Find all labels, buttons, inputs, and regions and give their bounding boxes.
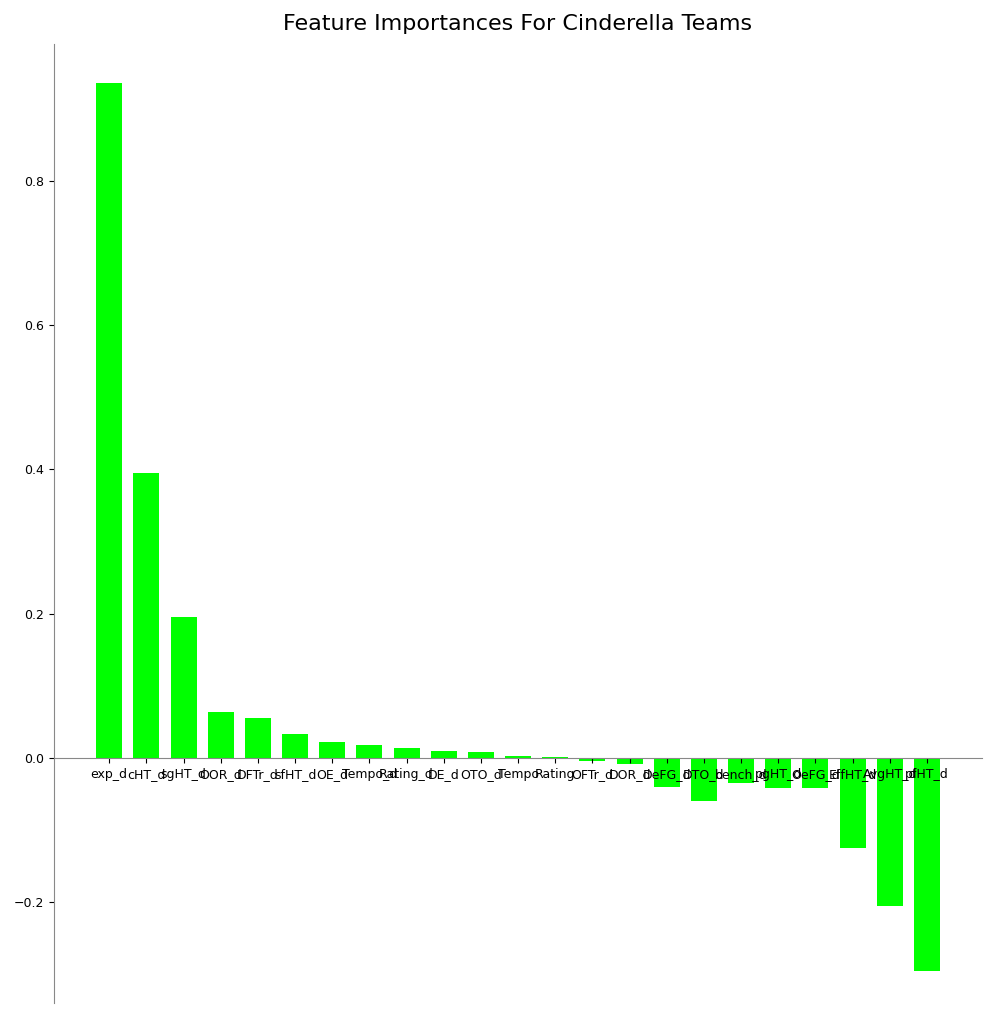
Bar	[765, 758, 791, 788]
Bar	[357, 744, 382, 758]
Title: Feature Importances For Cinderella Teams: Feature Importances For Cinderella Teams	[284, 14, 753, 34]
Bar	[468, 753, 494, 758]
Bar	[282, 734, 308, 758]
Bar	[803, 758, 829, 788]
Bar	[580, 758, 606, 762]
Bar	[840, 758, 866, 848]
Bar	[133, 473, 159, 758]
Bar	[245, 718, 271, 758]
Bar	[319, 742, 346, 758]
Bar	[914, 758, 940, 970]
Bar	[430, 751, 457, 758]
Bar	[691, 758, 717, 801]
Bar	[393, 749, 419, 758]
Bar	[505, 756, 531, 758]
Bar	[97, 83, 123, 758]
Bar	[617, 758, 642, 764]
Bar	[876, 758, 902, 906]
Bar	[208, 713, 234, 758]
Bar	[170, 617, 196, 758]
Bar	[728, 758, 754, 783]
Bar	[653, 758, 679, 787]
